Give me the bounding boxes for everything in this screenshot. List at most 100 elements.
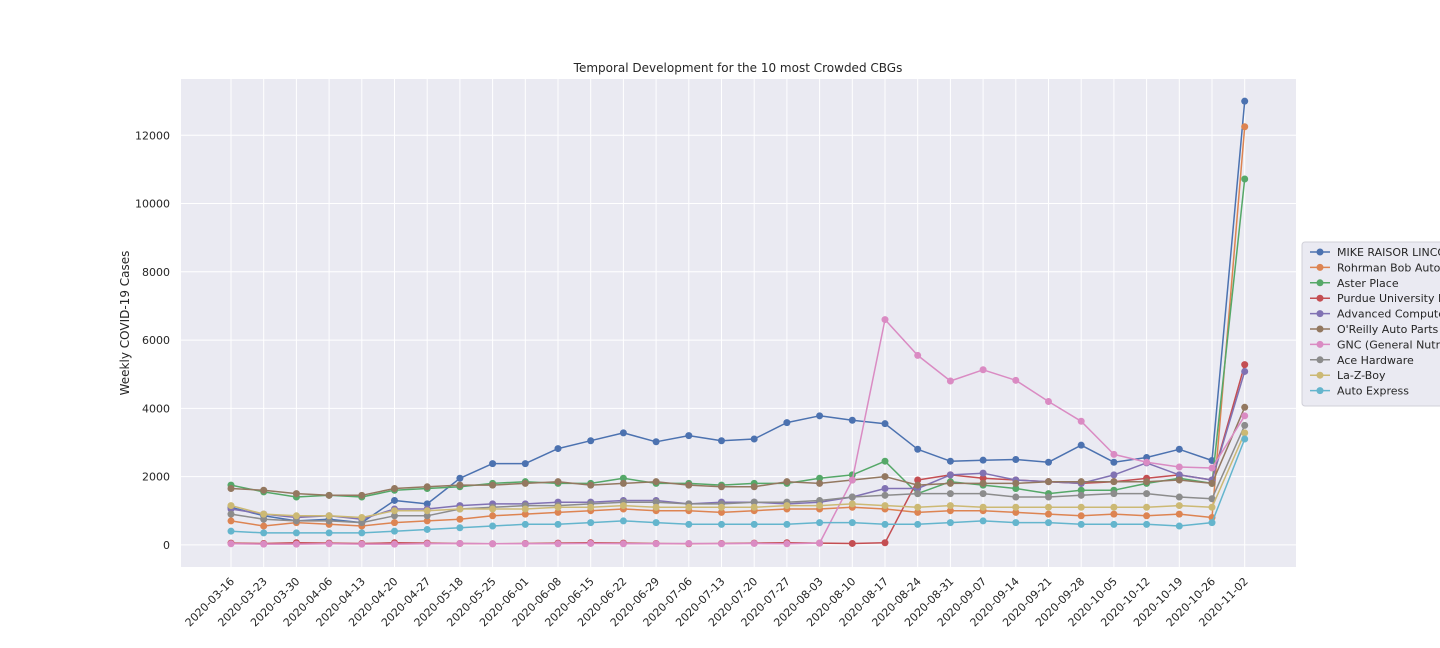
data-point <box>1110 478 1118 486</box>
legend-label: Advanced Compute <box>1337 308 1440 321</box>
data-point <box>652 503 660 511</box>
data-point <box>619 540 627 548</box>
data-point <box>423 507 431 515</box>
y-tick-label: 0 <box>163 539 170 552</box>
data-point <box>1241 412 1249 420</box>
data-point <box>685 520 693 528</box>
legend-entry: GNC (General Nutr <box>1310 338 1440 351</box>
data-point <box>358 540 366 548</box>
data-point <box>685 539 693 547</box>
data-point <box>1110 503 1118 511</box>
data-point <box>1175 463 1183 471</box>
data-point <box>1045 458 1052 466</box>
data-point <box>521 460 529 468</box>
data-point <box>914 476 922 484</box>
series-line <box>230 425 1246 524</box>
data-point <box>1241 367 1249 375</box>
data-point <box>391 512 398 520</box>
data-point <box>979 490 987 498</box>
data-point <box>979 456 987 464</box>
data-point <box>554 540 562 548</box>
data-point <box>554 508 562 516</box>
data-point <box>1045 397 1052 405</box>
data-point <box>881 316 889 324</box>
data-point <box>358 519 366 527</box>
data-point <box>1012 508 1020 516</box>
data-point <box>423 540 431 548</box>
data-point <box>1241 361 1249 369</box>
data-point <box>718 483 725 491</box>
data-point <box>521 505 529 513</box>
data-point <box>292 540 300 548</box>
data-point <box>619 502 627 510</box>
data-point <box>881 502 889 510</box>
series-layer <box>227 97 1249 548</box>
data-point <box>1143 478 1151 486</box>
legend-entry: Ace Hardware <box>1310 354 1414 367</box>
legend-entry: Aster Place <box>1310 277 1399 290</box>
data-point <box>325 529 333 537</box>
data-point <box>848 476 856 484</box>
data-point <box>1143 503 1151 511</box>
data-point <box>489 505 497 513</box>
data-point <box>946 377 954 385</box>
data-point <box>391 540 398 548</box>
data-point <box>554 503 562 511</box>
data-point <box>325 517 333 525</box>
series-line <box>230 178 1246 498</box>
data-point <box>391 496 398 504</box>
data-point <box>848 416 856 424</box>
data-point <box>1143 490 1151 498</box>
legend-label: Auto Express <box>1337 385 1409 398</box>
data-point <box>1143 458 1151 466</box>
data-point <box>260 522 268 530</box>
data-point <box>423 500 431 508</box>
legend-entry: Purdue University I <box>1310 292 1440 305</box>
data-point <box>1175 471 1183 479</box>
data-point <box>750 483 758 491</box>
data-point <box>881 420 889 428</box>
data-point <box>848 519 856 527</box>
data-point <box>783 419 791 427</box>
legend-entry: Rohrman Bob Auto <box>1310 261 1440 274</box>
data-point <box>391 527 398 535</box>
legend-label: Rohrman Bob Auto <box>1337 261 1440 274</box>
data-point <box>1012 485 1020 493</box>
data-point <box>881 457 889 465</box>
data-point <box>325 491 333 499</box>
data-point <box>260 510 268 518</box>
data-point <box>292 512 300 520</box>
data-point <box>914 503 922 511</box>
data-point <box>1241 403 1249 411</box>
data-point <box>816 519 824 527</box>
data-point <box>1045 510 1052 518</box>
legend-entry: Auto Express <box>1310 385 1409 398</box>
data-point <box>1110 450 1118 458</box>
y-tick-label: 4000 <box>142 402 170 415</box>
data-point <box>423 512 431 520</box>
data-point <box>979 469 987 477</box>
data-point <box>1110 490 1118 498</box>
data-point <box>391 519 398 527</box>
data-point <box>783 520 791 528</box>
legend-label: GNC (General Nutr <box>1337 338 1440 351</box>
data-point <box>456 515 464 523</box>
series-8 <box>227 429 1249 522</box>
data-point <box>1208 479 1216 487</box>
data-point <box>1241 97 1249 105</box>
data-point <box>946 507 954 515</box>
legend-label: MIKE RAISOR LINCO <box>1337 246 1440 259</box>
data-point <box>914 490 922 498</box>
legend-marker <box>1316 248 1324 256</box>
data-point <box>946 502 954 510</box>
data-point <box>1175 476 1183 484</box>
data-point <box>652 478 660 486</box>
data-point <box>587 503 595 511</box>
chart-title: Temporal Development for the 10 most Cro… <box>573 61 903 75</box>
y-tick-label: 12000 <box>135 129 170 142</box>
y-tick-labels: 0 2000 4000 6000 8000 10000 12000 <box>135 129 170 552</box>
data-point <box>619 429 627 437</box>
data-point <box>1077 512 1085 520</box>
data-point <box>1012 376 1020 384</box>
